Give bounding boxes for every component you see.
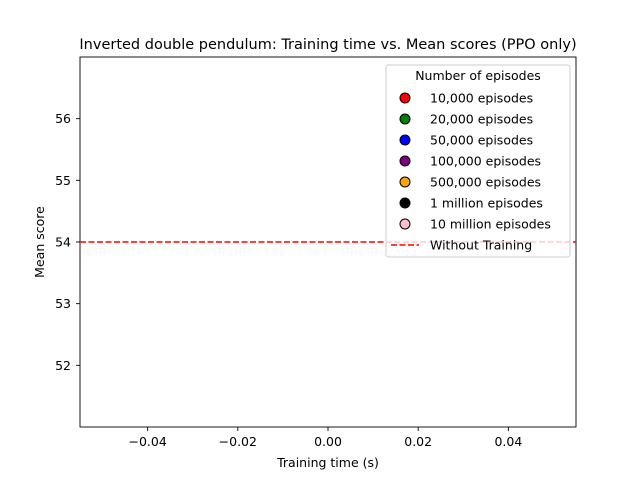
legend-entry-label: 20,000 episodes <box>430 112 533 127</box>
x-tick-label: 0.04 <box>494 434 522 449</box>
legend-marker <box>399 113 411 125</box>
y-tick-label: 52 <box>55 358 71 373</box>
legend-marker <box>399 134 411 146</box>
legend-marker <box>399 176 411 188</box>
legend-entry-label: 1 million episodes <box>430 196 543 211</box>
x-tick-label: −0.04 <box>128 434 166 449</box>
legend-entry-label: 50,000 episodes <box>430 133 533 148</box>
y-tick-label: 56 <box>55 111 71 126</box>
x-tick-label: −0.02 <box>219 434 257 449</box>
legend-entry-label: 100,000 episodes <box>430 154 541 169</box>
y-axis-label: Mean score <box>32 206 47 278</box>
y-tick-label: 53 <box>55 296 71 311</box>
legend-box <box>385 64 571 258</box>
chart-title: Inverted double pendulum: Training time … <box>79 37 576 53</box>
legend-marker <box>399 197 411 209</box>
legend-title: Number of episodes <box>415 68 541 83</box>
legend-entry-label: 500,000 episodes <box>430 175 541 190</box>
y-tick-label: 54 <box>55 235 71 250</box>
plot-area: −0.04 −0.02 0.00 0.02 0.04 52 53 54 55 56 <box>55 56 577 449</box>
legend-entry-label: 10 million episodes <box>430 217 551 232</box>
legend-marker <box>399 92 411 104</box>
x-tick-label: 0.00 <box>314 434 342 449</box>
x-tick-label: 0.02 <box>404 434 432 449</box>
y-tick-label: 55 <box>55 173 71 188</box>
legend-entry-label: Without Training <box>430 238 532 253</box>
x-axis-label: Training time (s) <box>276 455 379 470</box>
legend-entry-label: 10,000 episodes <box>430 91 533 106</box>
legend-marker <box>399 155 411 167</box>
legend-marker <box>399 218 411 230</box>
legend: Number of episodes 10,000 episodes 20,000 … <box>385 64 571 258</box>
